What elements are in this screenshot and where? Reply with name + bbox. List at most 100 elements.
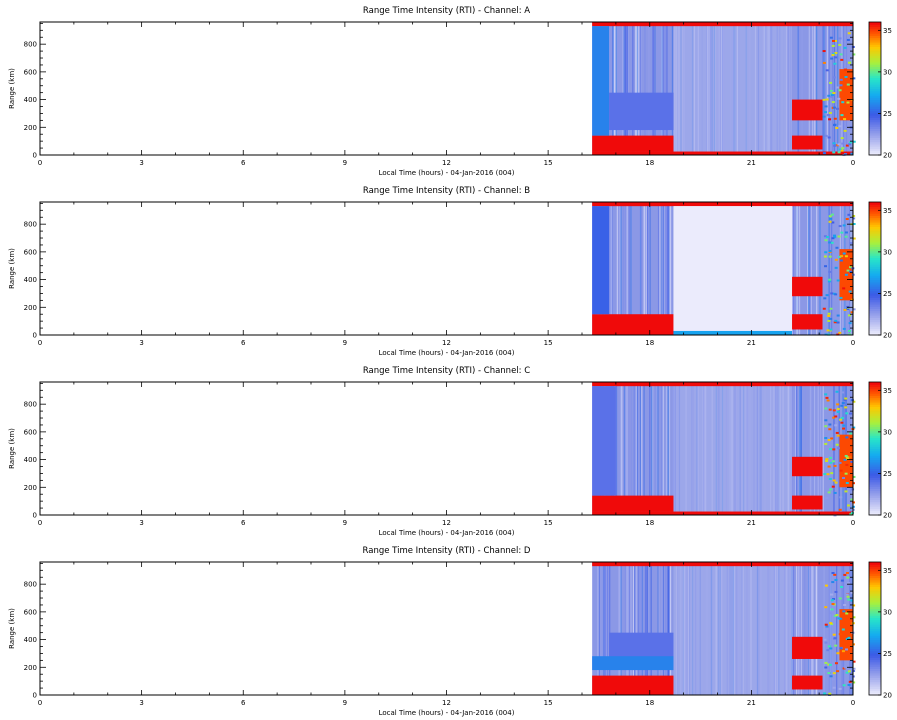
colorbar-cell — [869, 595, 881, 599]
chart-title: Range Time Intensity (RTI) - Channel: A — [363, 6, 530, 16]
speckle — [852, 681, 856, 684]
colorbar-cell — [869, 48, 881, 52]
colorbar-cell — [869, 566, 881, 570]
speckle — [824, 666, 828, 669]
colorbar-cell — [869, 632, 881, 636]
texture-stripe — [652, 22, 654, 155]
colorbar-cell — [869, 481, 881, 485]
speckle — [838, 125, 842, 128]
colorbar-cell — [869, 206, 881, 210]
speckle — [847, 271, 851, 274]
texture-stripe — [816, 202, 818, 335]
colorbar-cell — [869, 328, 881, 332]
texture-stripe — [812, 562, 814, 695]
intensity-patch — [592, 562, 853, 567]
speckle — [845, 481, 849, 484]
colorbar-cell — [869, 53, 881, 56]
speckle — [849, 513, 853, 516]
colorbar-cell — [869, 650, 881, 654]
speckle — [848, 322, 852, 325]
texture-stripe — [603, 562, 605, 695]
colorbar-cell — [869, 670, 881, 674]
speckle — [848, 680, 852, 683]
colorbar-cell — [869, 75, 881, 79]
texture-stripe — [791, 202, 794, 335]
colorbar-cell — [869, 386, 881, 390]
intensity-patch — [592, 206, 610, 315]
speckle — [839, 53, 843, 56]
texture-stripe — [643, 382, 645, 515]
speckle — [850, 512, 854, 515]
colorbar-cell — [869, 224, 881, 227]
speckle — [844, 666, 848, 669]
x-tick-label: 0 — [851, 519, 855, 527]
colorbar-cell — [869, 688, 881, 692]
speckle — [852, 140, 856, 143]
texture-stripe — [823, 562, 825, 695]
speckle — [852, 77, 856, 80]
x-tick-label: 3 — [139, 699, 143, 707]
texture-stripe — [662, 382, 664, 515]
speckle — [839, 296, 843, 299]
y-tick-label: 600 — [24, 608, 37, 616]
speckle — [824, 393, 828, 396]
intensity-patch — [792, 675, 823, 690]
speckle — [824, 419, 828, 422]
colorbar-cell — [869, 292, 881, 296]
texture-stripe — [649, 382, 651, 515]
speckle — [836, 670, 840, 673]
colorbar-cell — [869, 86, 881, 90]
colorbar-cell — [869, 626, 881, 630]
speckle — [838, 597, 842, 600]
intensity-patch — [592, 314, 674, 335]
colorbar-cell — [869, 663, 881, 667]
y-tick-label: 200 — [24, 304, 37, 312]
colorbar-cell — [869, 301, 881, 305]
colorbar-cell — [869, 266, 881, 270]
speckle — [833, 236, 837, 239]
rti-svg: Range Time Intensity (RTI) - Channel: A 0… — [8, 6, 892, 177]
colorbar-tick-label: 30 — [883, 248, 892, 256]
texture-stripe — [662, 22, 664, 155]
colorbar-cell — [869, 326, 881, 329]
speckle — [845, 218, 849, 221]
texture-stripe — [796, 562, 798, 695]
colorbar-cell — [869, 312, 881, 316]
speckle — [845, 144, 849, 147]
speckle — [843, 573, 847, 576]
colorbar-tick-label: 25 — [883, 650, 892, 658]
colorbar-tick-label: 35 — [883, 207, 892, 215]
colorbar-cell — [869, 237, 881, 241]
speckle — [829, 89, 833, 92]
speckle — [829, 81, 833, 84]
x-tick-label: 3 — [139, 519, 143, 527]
x-tick-label: 6 — [241, 339, 246, 347]
speckle — [838, 687, 842, 690]
texture-stripe — [633, 382, 635, 515]
speckle — [849, 270, 853, 273]
colorbar-cell — [869, 644, 881, 647]
colorbar-cell — [869, 483, 881, 487]
speckle — [822, 61, 826, 64]
texture-stripe — [630, 562, 632, 695]
texture-stripe — [609, 562, 611, 695]
speckle — [840, 585, 844, 588]
colorbar-cell — [869, 135, 881, 138]
texture-stripe — [836, 562, 838, 695]
colorbar-cell — [869, 255, 881, 259]
speckle — [828, 408, 832, 411]
texture-stripe — [822, 382, 824, 515]
colorbar-cell — [869, 510, 881, 514]
colorbar-cell — [869, 475, 881, 478]
texture-stripe — [814, 382, 816, 515]
colorbar-cell — [869, 281, 881, 285]
colorbar-cell — [869, 655, 881, 658]
x-tick-label: 6 — [241, 159, 246, 167]
colorbar-tick-label: 25 — [883, 110, 892, 118]
speckle — [841, 628, 845, 631]
colorbar-cell — [869, 413, 881, 416]
colorbar-cell — [869, 439, 881, 443]
x-tick-label: 9 — [343, 699, 347, 707]
speckle — [845, 612, 849, 615]
speckle — [850, 498, 854, 501]
